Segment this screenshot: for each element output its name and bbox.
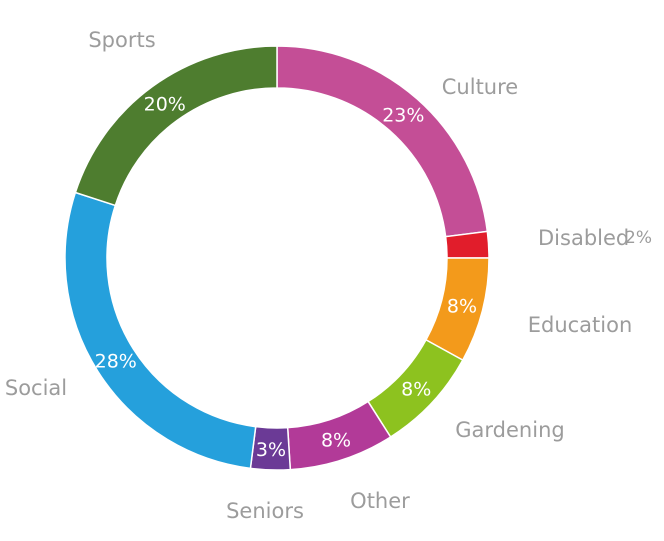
category-label-sports: Sports <box>88 28 155 52</box>
donut-slices <box>64 45 490 471</box>
percentage-labels: 23% 2% 8% 8% 8% 3% 28% 20% <box>95 93 652 460</box>
category-label-other: Other <box>350 489 410 513</box>
pct-label-social: 28% <box>95 350 137 372</box>
pct-label-seniors: 3% <box>256 439 286 461</box>
slice-sports <box>74 45 278 207</box>
pct-label-gardening: 8% <box>401 379 431 401</box>
category-label-disabled: Disabled <box>538 226 629 250</box>
pct-label-other: 8% <box>321 430 351 452</box>
slice-disabled <box>444 230 490 259</box>
category-labels: Culture Disabled Education Gardening Other Se… <box>5 28 632 523</box>
pct-label-culture: 23% <box>382 105 424 127</box>
category-label-gardening: Gardening <box>455 418 564 442</box>
pct-label-disabled: 2% <box>625 228 652 248</box>
category-label-social: Social <box>5 376 67 400</box>
category-label-education: Education <box>528 313 633 337</box>
category-label-culture: Culture <box>442 75 518 99</box>
slice-social <box>64 191 257 470</box>
category-label-seniors: Seniors <box>226 499 304 523</box>
pct-label-sports: 20% <box>144 93 186 115</box>
pct-label-education: 8% <box>447 295 477 317</box>
